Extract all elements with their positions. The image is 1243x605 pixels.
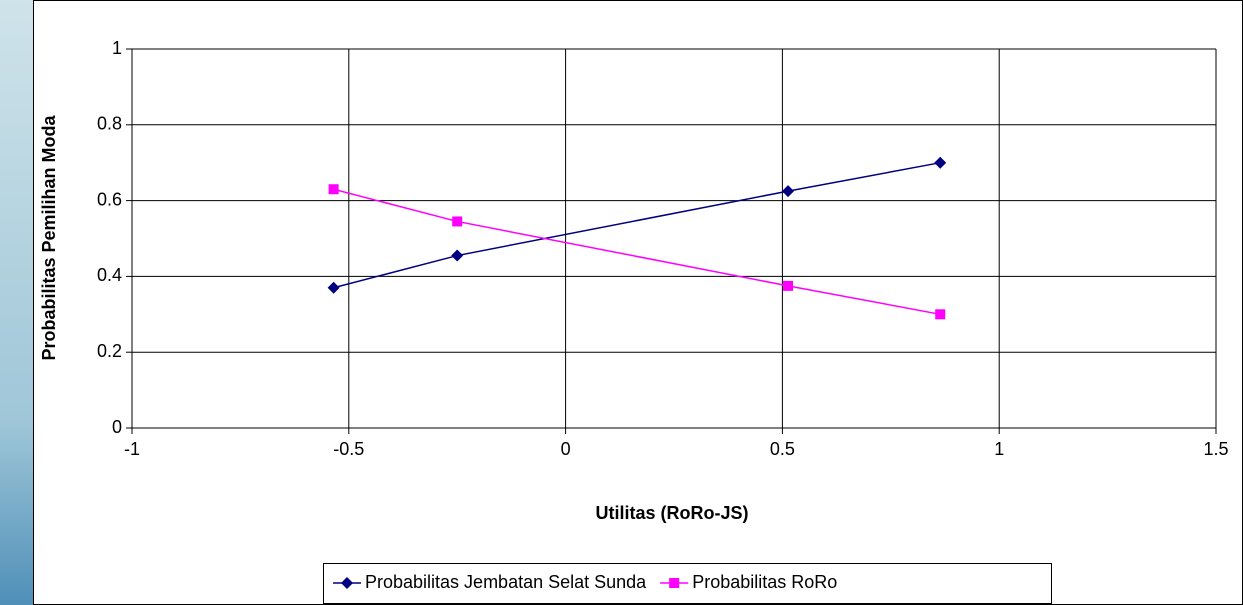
legend-marker xyxy=(669,578,679,588)
marker xyxy=(935,309,945,319)
legend-label: Probabilitas Jembatan Selat Sunda xyxy=(365,572,647,592)
legend-label: Probabilitas RoRo xyxy=(692,572,837,592)
marker xyxy=(783,281,793,291)
y-tick-label: 1 xyxy=(112,38,122,58)
x-tick-label: 0.5 xyxy=(770,439,795,459)
marker xyxy=(329,184,339,194)
x-tick-label: 1.5 xyxy=(1203,439,1228,459)
y-tick-label: 0.6 xyxy=(97,189,122,209)
chart: Utilitas (RoRo-JS) Probabilitas Pemiliha… xyxy=(0,0,1243,605)
y-axis-label: Probabilitas Pemilihan Moda xyxy=(39,114,59,360)
y-tick-label: 0.8 xyxy=(97,114,122,134)
y-tick-label: 0.2 xyxy=(97,341,122,361)
x-axis-label: Utilitas (RoRo-JS) xyxy=(596,503,749,523)
marker xyxy=(452,216,462,226)
x-tick-label: 0 xyxy=(561,439,571,459)
x-tick-label: 1 xyxy=(994,439,1004,459)
x-tick-label: -1 xyxy=(124,439,140,459)
x-tick-label: -0.5 xyxy=(333,439,364,459)
y-tick-label: 0.4 xyxy=(97,265,122,285)
y-tick-label: 0 xyxy=(112,417,122,437)
